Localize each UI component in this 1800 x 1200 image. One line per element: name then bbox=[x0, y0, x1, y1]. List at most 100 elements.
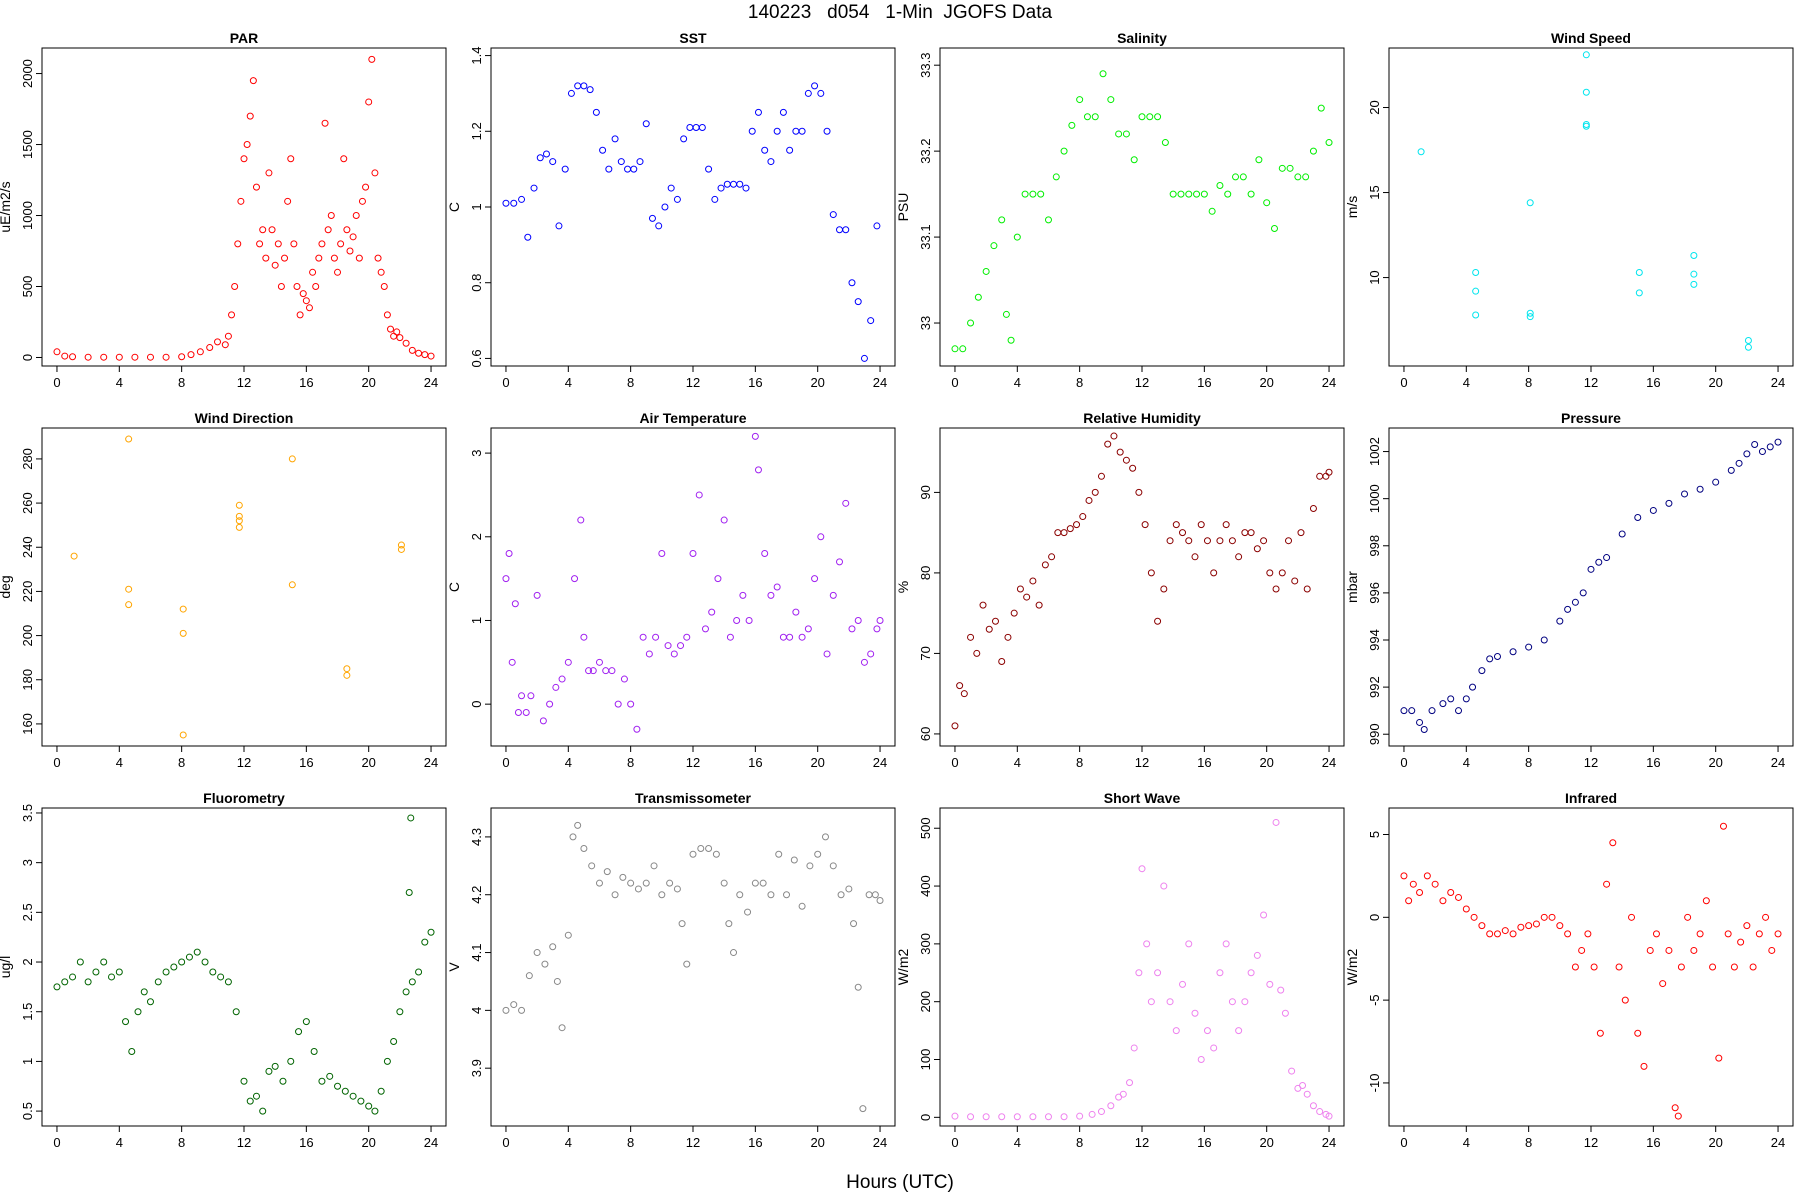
data-point bbox=[502, 199, 510, 207]
data-point bbox=[1417, 148, 1425, 156]
x-tick-label: 4 bbox=[565, 1135, 572, 1150]
data-point bbox=[293, 283, 301, 290]
data-point bbox=[271, 261, 279, 269]
data-point bbox=[533, 591, 541, 599]
data-point bbox=[252, 1092, 260, 1100]
panel-title: Pressure bbox=[1561, 410, 1621, 426]
data-point bbox=[1325, 1112, 1333, 1120]
data-point bbox=[829, 862, 837, 870]
plot-frame bbox=[41, 47, 447, 367]
data-point bbox=[232, 1008, 240, 1016]
data-point bbox=[179, 629, 187, 637]
data-point bbox=[315, 254, 323, 262]
y-tick-label: 90 bbox=[918, 485, 933, 499]
data-point bbox=[1571, 963, 1579, 971]
data-point bbox=[246, 1097, 254, 1105]
x-tick-label: 12 bbox=[686, 1135, 700, 1150]
data-point bbox=[1048, 553, 1056, 561]
data-point bbox=[1052, 173, 1060, 181]
data-point bbox=[296, 311, 304, 319]
data-point bbox=[371, 169, 379, 177]
data-point bbox=[1191, 553, 1199, 561]
x-tick-label: 4 bbox=[116, 1135, 123, 1150]
data-point bbox=[287, 1057, 295, 1065]
data-point bbox=[850, 920, 858, 928]
x-tick-label: 12 bbox=[1135, 1135, 1149, 1150]
data-point bbox=[767, 158, 775, 166]
data-point bbox=[806, 862, 814, 870]
y-tick-label: 70 bbox=[918, 646, 933, 660]
data-point bbox=[608, 667, 616, 675]
data-point bbox=[1041, 561, 1049, 569]
data-point bbox=[829, 211, 837, 219]
data-point bbox=[1509, 930, 1517, 938]
data-point bbox=[639, 633, 647, 641]
data-point bbox=[209, 968, 217, 976]
data-point bbox=[1185, 537, 1193, 545]
y-tick-label: 1.2 bbox=[469, 122, 484, 140]
x-tick-label: 8 bbox=[627, 755, 634, 770]
data-point bbox=[580, 82, 588, 90]
data-point bbox=[1603, 880, 1611, 888]
data-point bbox=[1702, 897, 1710, 905]
data-point bbox=[1255, 156, 1263, 164]
data-point bbox=[1758, 448, 1766, 456]
y-tick-label: 15 bbox=[1367, 185, 1382, 199]
data-point bbox=[1232, 173, 1240, 181]
data-point bbox=[421, 351, 429, 359]
data-point bbox=[1302, 173, 1310, 181]
data-point bbox=[1179, 529, 1187, 537]
data-point bbox=[1649, 506, 1657, 514]
data-point bbox=[730, 180, 738, 188]
data-point bbox=[1730, 963, 1738, 971]
data-point bbox=[402, 339, 410, 347]
data-point bbox=[1743, 922, 1751, 930]
data-point bbox=[720, 879, 728, 887]
data-point bbox=[1774, 930, 1782, 938]
data-point bbox=[1684, 913, 1692, 921]
y-tick-label: 0.6 bbox=[469, 349, 484, 367]
data-point bbox=[511, 600, 519, 608]
data-point bbox=[1659, 980, 1667, 988]
y-tick-label: 3 bbox=[469, 449, 484, 456]
data-point bbox=[1615, 963, 1623, 971]
data-point bbox=[343, 226, 351, 234]
data-point bbox=[1208, 207, 1216, 215]
data-point bbox=[542, 150, 550, 158]
data-point bbox=[178, 958, 186, 966]
data-point bbox=[1618, 530, 1626, 538]
data-point bbox=[1288, 1067, 1296, 1075]
data-point bbox=[736, 180, 744, 188]
data-point bbox=[368, 55, 376, 63]
data-point bbox=[1564, 605, 1572, 613]
data-point bbox=[761, 550, 769, 558]
x-tick-label: 16 bbox=[1646, 375, 1660, 390]
y-tick-label: -5 bbox=[1367, 994, 1382, 1006]
data-point bbox=[1110, 432, 1118, 440]
data-point bbox=[697, 844, 705, 852]
data-point bbox=[1447, 888, 1455, 896]
data-point bbox=[427, 352, 435, 360]
data-point bbox=[539, 717, 547, 725]
data-point bbox=[991, 617, 999, 625]
panel-relative-humidity: Relative Humidity% 0 4 8 12 16 20 24 60 70 80 90 bbox=[895, 410, 1345, 770]
data-point bbox=[1325, 139, 1333, 147]
data-point bbox=[1571, 598, 1579, 606]
data-point bbox=[1216, 182, 1224, 190]
data-point bbox=[1587, 565, 1595, 573]
data-point bbox=[611, 135, 619, 143]
y-tick-label: 0 bbox=[469, 701, 484, 708]
y-axis-label: C bbox=[446, 202, 462, 212]
data-point bbox=[599, 146, 607, 154]
data-point bbox=[1478, 922, 1486, 930]
data-point bbox=[1277, 986, 1285, 994]
data-point bbox=[397, 541, 405, 549]
data-point bbox=[959, 345, 967, 353]
data-point bbox=[650, 862, 658, 870]
data-point bbox=[733, 616, 741, 624]
x-tick-label: 0 bbox=[502, 375, 509, 390]
panel-title: Fluorometry bbox=[203, 790, 285, 806]
data-point bbox=[324, 226, 332, 234]
data-point bbox=[100, 958, 108, 966]
data-point bbox=[1420, 726, 1428, 734]
